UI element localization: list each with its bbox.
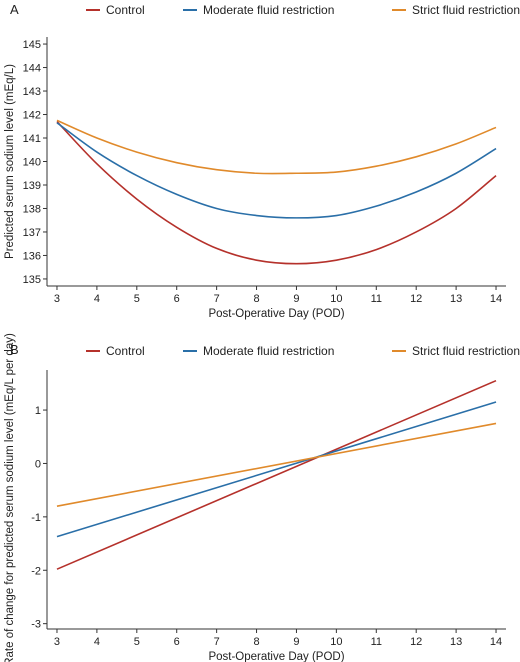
x-tick-label: 11 [371, 636, 382, 648]
legend-item: Control [86, 3, 145, 17]
series-line-control [56, 379, 497, 570]
y-tick-label: 136 [23, 250, 41, 262]
series-line-strict [56, 422, 497, 507]
legend-label: Control [106, 344, 145, 358]
legend-item: Moderate fluid restriction [183, 344, 334, 358]
legend-item: Strict fluid restriction [392, 344, 520, 358]
y-tick-label: 137 [23, 227, 41, 239]
x-tick-label: 8 [253, 636, 259, 648]
y-tick-label: 1 [35, 405, 41, 417]
chart-panel-b: B Control Moderate fluid restriction Strict… [4, 333, 520, 662]
y-tick-label: 143 [23, 86, 41, 98]
legend-label: Strict fluid restriction [412, 3, 520, 17]
y-axis-title: Rate of change for predicted serum sodiu… [4, 333, 16, 662]
x-tick-label: 5 [134, 636, 140, 648]
y-tick-label: 141 [23, 133, 41, 145]
y-tick-label: -2 [31, 565, 41, 577]
legend-item: Moderate fluid restriction [183, 3, 334, 17]
y-axis-title: Predicted serum sodium level (mEq/L) [4, 64, 16, 259]
y-tick-label: 138 [23, 203, 41, 215]
y-tick-label: 139 [23, 180, 41, 192]
x-tick-label: 5 [134, 293, 140, 305]
series-line-strict [56, 119, 497, 175]
y-tick-label: 144 [23, 63, 41, 75]
x-tick-label: 10 [330, 293, 342, 305]
series-line-control [56, 121, 497, 265]
y-tick-label: 140 [23, 157, 41, 169]
y-tick-label: 142 [23, 110, 41, 122]
chart-panel-a: A Control Moderate fluid restriction Strict… [4, 2, 520, 320]
y-tick-label: -3 [31, 619, 41, 631]
legend-label: Moderate fluid restriction [203, 344, 334, 358]
x-tick-label: 14 [490, 636, 502, 648]
x-tick-label: 13 [450, 636, 462, 648]
panel-label: A [10, 2, 19, 17]
x-tick-label: 3 [54, 636, 60, 648]
x-tick-label: 8 [253, 293, 259, 305]
x-tick-label: 13 [450, 293, 462, 305]
panel-label: B [10, 342, 19, 357]
x-axis-title: Post-Operative Day (POD) [208, 308, 344, 320]
x-tick-label: 10 [330, 636, 342, 648]
x-tick-label: 3 [54, 293, 60, 305]
x-tick-label: 4 [94, 293, 100, 305]
x-tick-label: 11 [371, 293, 382, 305]
x-tick-label: 12 [410, 293, 422, 305]
x-tick-label: 9 [293, 636, 299, 648]
x-tick-label: 4 [94, 636, 100, 648]
legend-label: Control [106, 3, 145, 17]
legend-item: Strict fluid restriction [392, 3, 520, 17]
y-tick-label: 145 [23, 39, 41, 51]
x-tick-label: 9 [293, 293, 299, 305]
series-line-moderate [56, 401, 497, 538]
x-axis-title: Post-Operative Day (POD) [208, 651, 344, 662]
x-tick-label: 7 [214, 293, 220, 305]
series-line-moderate [56, 122, 497, 219]
y-tick-label: 135 [23, 274, 41, 286]
x-tick-label: 12 [410, 636, 422, 648]
y-tick-label: -1 [31, 512, 41, 524]
x-tick-label: 6 [174, 636, 180, 648]
y-tick-label: 0 [35, 458, 41, 470]
legend-label: Strict fluid restriction [412, 344, 520, 358]
legend-item: Control [86, 344, 145, 358]
x-tick-label: 7 [214, 636, 220, 648]
legend-label: Moderate fluid restriction [203, 3, 334, 17]
x-tick-label: 6 [174, 293, 180, 305]
x-tick-label: 14 [490, 293, 502, 305]
